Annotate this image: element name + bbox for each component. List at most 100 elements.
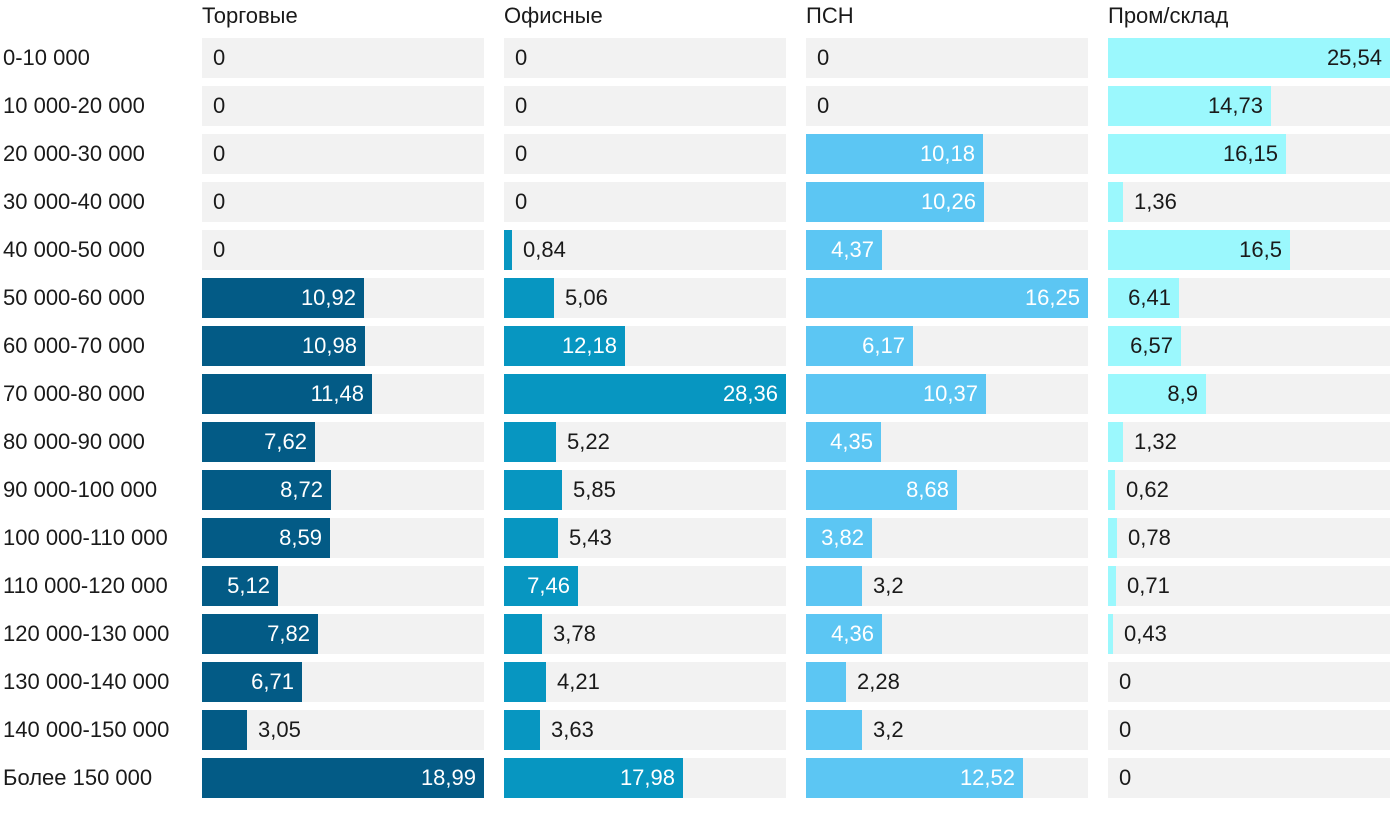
bar xyxy=(806,566,862,606)
row-label: 120 000-130 000 xyxy=(3,621,170,646)
bar-track xyxy=(1108,518,1390,558)
bar xyxy=(1108,422,1123,462)
data-label: 11,48 xyxy=(310,381,364,406)
data-label: 0,78 xyxy=(1128,525,1171,550)
data-label: 10,18 xyxy=(919,141,975,166)
bar xyxy=(1108,518,1117,558)
bar-track xyxy=(202,86,484,126)
bar-track xyxy=(1108,422,1390,462)
data-label: 28,36 xyxy=(722,381,778,406)
data-label: 6,71 xyxy=(251,669,294,694)
data-label: 8,68 xyxy=(906,477,949,502)
bar-track xyxy=(202,134,484,174)
data-label: 12,52 xyxy=(959,765,1015,790)
data-label: 0 xyxy=(1119,765,1132,790)
data-label: 10,92 xyxy=(300,285,356,310)
bar xyxy=(202,326,365,366)
bar xyxy=(1108,326,1181,366)
data-label: 0 xyxy=(213,45,226,70)
bar xyxy=(1108,230,1290,270)
bar xyxy=(806,422,881,462)
bar xyxy=(504,614,542,654)
data-label: 16,5 xyxy=(1239,237,1282,262)
bar xyxy=(504,374,786,414)
bar xyxy=(504,422,556,462)
row-label: 100 000-110 000 xyxy=(3,525,168,550)
data-label: 12,18 xyxy=(561,333,617,358)
data-label: 8,9 xyxy=(1167,381,1198,406)
column-title: Офисные xyxy=(504,3,603,28)
data-label: 0 xyxy=(515,141,528,166)
bar xyxy=(504,566,578,606)
data-label: 1,36 xyxy=(1134,189,1177,214)
row-label: 90 000-100 000 xyxy=(3,477,158,502)
bar xyxy=(806,710,862,750)
data-label: 8,72 xyxy=(280,477,323,502)
bar xyxy=(806,518,872,558)
data-label: 14,73 xyxy=(1207,93,1263,118)
bar xyxy=(1108,134,1286,174)
data-label: 16,25 xyxy=(1024,285,1080,310)
data-label: 3,82 xyxy=(821,525,864,550)
bar xyxy=(1108,278,1179,318)
bar xyxy=(806,758,1023,798)
data-label: 4,37 xyxy=(831,237,874,262)
data-label: 0 xyxy=(817,93,830,118)
bar xyxy=(806,134,983,174)
bar xyxy=(202,422,315,462)
bar xyxy=(202,566,278,606)
data-label: 7,82 xyxy=(267,621,310,646)
data-label: 0 xyxy=(213,141,226,166)
bar-track xyxy=(1108,614,1390,654)
bar xyxy=(806,374,986,414)
data-label: 6,17 xyxy=(862,333,905,358)
bar xyxy=(806,326,913,366)
bar xyxy=(202,758,484,798)
data-label: 10,37 xyxy=(922,381,978,406)
data-label: 1,32 xyxy=(1134,429,1177,454)
bar xyxy=(806,230,882,270)
bar-track xyxy=(1108,470,1390,510)
bar xyxy=(504,710,540,750)
row-label: 130 000-140 000 xyxy=(3,669,170,694)
bar xyxy=(504,278,554,318)
bar-track xyxy=(806,86,1088,126)
bar xyxy=(806,278,1088,318)
bar-track xyxy=(504,614,786,654)
bar-track xyxy=(1108,662,1390,702)
data-label: 5,06 xyxy=(565,285,608,310)
bar-track xyxy=(1108,710,1390,750)
column-title: Пром/склад xyxy=(1108,3,1229,28)
bar-track xyxy=(504,38,786,78)
bar xyxy=(806,614,882,654)
bar xyxy=(202,662,302,702)
bar xyxy=(202,518,330,558)
data-label: 5,85 xyxy=(573,477,616,502)
data-label: 0 xyxy=(213,93,226,118)
data-label: 3,63 xyxy=(551,717,594,742)
bar xyxy=(1108,614,1113,654)
bar-track xyxy=(1108,182,1390,222)
data-label: 0,71 xyxy=(1127,573,1170,598)
bar-track xyxy=(504,230,786,270)
row-label: 80 000-90 000 xyxy=(3,429,145,454)
data-label: 25,54 xyxy=(1326,45,1382,70)
data-label: 6,57 xyxy=(1130,333,1173,358)
row-label: 0-10 000 xyxy=(3,45,90,70)
row-label: Более 150 000 xyxy=(3,765,153,790)
row-label: 10 000-20 000 xyxy=(3,93,145,118)
column-title: Торговые xyxy=(202,3,298,28)
bar-track xyxy=(806,662,1088,702)
data-label: 10,98 xyxy=(301,333,357,358)
bar-track xyxy=(202,230,484,270)
bar-track xyxy=(504,710,786,750)
bar-track xyxy=(504,86,786,126)
data-label: 4,21 xyxy=(557,669,600,694)
data-label: 7,46 xyxy=(527,573,570,598)
bar xyxy=(202,710,247,750)
data-label: 18,99 xyxy=(420,765,476,790)
data-label: 0 xyxy=(1119,669,1132,694)
data-label: 5,12 xyxy=(227,573,270,598)
bar xyxy=(504,518,558,558)
bar xyxy=(202,278,364,318)
